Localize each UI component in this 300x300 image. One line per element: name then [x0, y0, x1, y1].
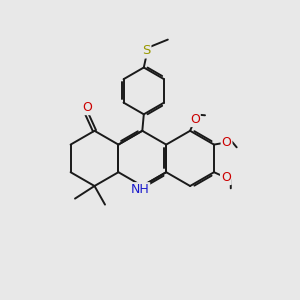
Text: O: O: [222, 136, 232, 149]
Text: O: O: [221, 171, 231, 184]
Text: NH: NH: [130, 183, 149, 196]
Text: O: O: [82, 101, 92, 114]
Text: S: S: [142, 44, 150, 58]
Text: O: O: [190, 113, 200, 126]
